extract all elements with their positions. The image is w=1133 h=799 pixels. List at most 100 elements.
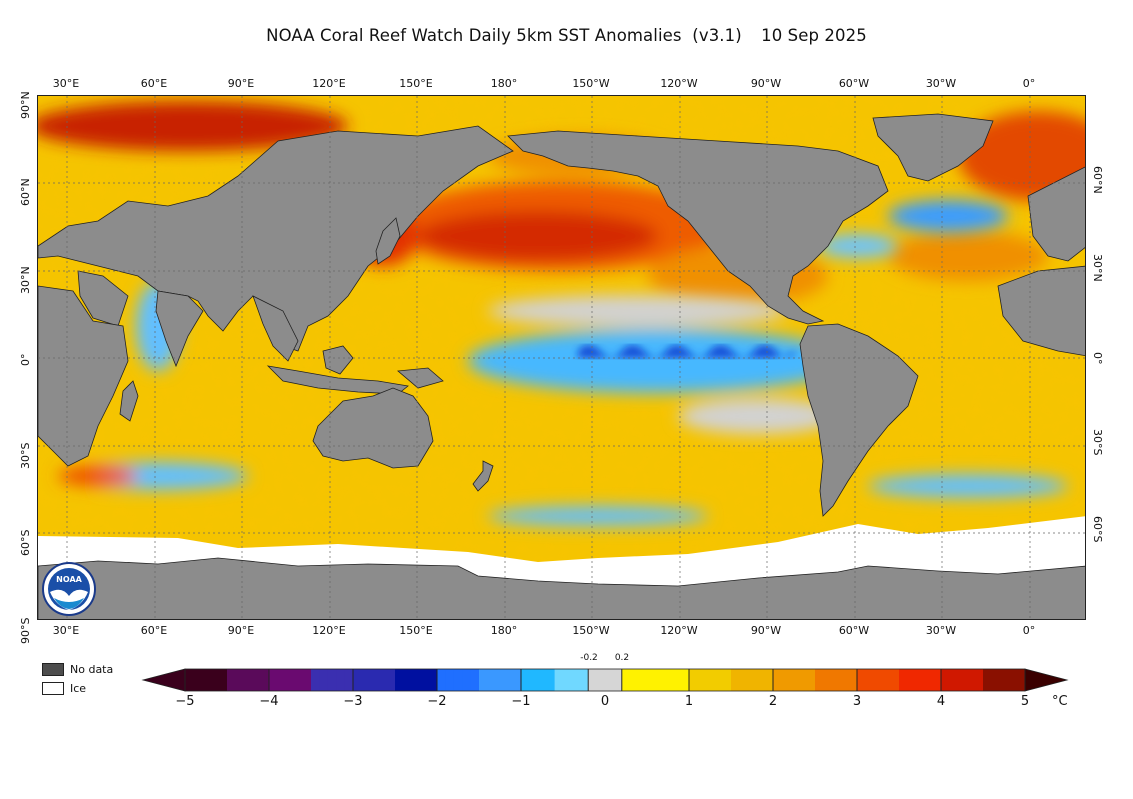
colorbar-segment — [327, 669, 337, 691]
warm-north-atlantic — [888, 231, 1048, 281]
colorbar-segment — [815, 669, 824, 691]
cool-equatorial-pacific — [468, 329, 848, 393]
colorbar-segment — [974, 669, 984, 691]
warm-arctic-east — [958, 111, 1085, 201]
colorbar-segment — [840, 669, 850, 691]
colorbar-segment — [949, 669, 959, 691]
colorbar-segment — [260, 669, 270, 691]
no-data-swatch — [42, 663, 64, 676]
colorbar-segment — [470, 669, 480, 691]
colorbar-segment — [630, 669, 640, 691]
colorbar-segment — [848, 669, 858, 691]
colorbar-segment — [411, 669, 421, 691]
legend-no-data: No data — [42, 663, 113, 676]
cool-south-atlantic — [868, 474, 1068, 498]
colorbar-segment — [311, 669, 320, 691]
colorbar-segment — [403, 669, 413, 691]
lon-label-top: 120°E — [312, 77, 346, 90]
colorbar-segment — [277, 669, 287, 691]
colorbar-segment — [294, 669, 304, 691]
colorbar-segment — [731, 669, 740, 691]
lon-label-top: 180° — [490, 77, 518, 90]
lon-label-top: 60°E — [140, 77, 168, 90]
colorbar-segment — [504, 669, 514, 691]
land-india — [155, 290, 204, 368]
lat-label-left: 90°N — [19, 91, 32, 119]
colorbar-segment — [378, 669, 388, 691]
colorbar-segment — [420, 669, 430, 691]
colorbar-segment — [395, 669, 404, 691]
lon-label-top: 150°W — [572, 77, 610, 90]
colorbar-segment — [764, 669, 774, 691]
lon-label-bottom: 180° — [490, 624, 518, 637]
colorbar-segment — [479, 669, 488, 691]
colorbar-tick-label: −1 — [511, 694, 531, 709]
lon-label-top: 120°W — [660, 77, 698, 90]
land-europe — [1027, 166, 1085, 262]
cool-north-atlantic — [888, 200, 1008, 232]
colorbar-segment — [588, 669, 598, 691]
colorbar-segment — [201, 669, 211, 691]
colorbar-segment — [621, 669, 631, 691]
land-australia — [312, 387, 434, 469]
colorbar-segment — [361, 669, 371, 691]
lon-label-bottom: 150°E — [399, 624, 433, 637]
colorbar-tick-label: 1 — [684, 694, 694, 709]
warm-south-indian — [58, 466, 138, 486]
colorbar-segment — [932, 669, 942, 691]
colorbar-segment — [663, 669, 673, 691]
lat-label-right: 60°N — [1091, 166, 1104, 194]
colorbar-segment — [269, 669, 278, 691]
colorbar-min-extend — [141, 668, 186, 692]
land-madagascar — [119, 380, 139, 422]
colorbar-segment — [857, 669, 866, 691]
warm-north-pacific-core — [418, 211, 658, 261]
colorbar-segment — [899, 669, 908, 691]
colorbar-segment — [756, 669, 766, 691]
colorbar-segment — [655, 669, 665, 691]
colorbar-unit: °C — [1052, 694, 1068, 709]
colorbar-segment — [714, 669, 724, 691]
colorbar-segment — [873, 669, 883, 691]
colorbar-segment — [571, 669, 581, 691]
lon-label-bottom: 30°E — [52, 624, 80, 637]
lat-label-right: 60°S — [1091, 516, 1104, 543]
lon-label-bottom: 120°E — [312, 624, 346, 637]
colorbar-segment — [789, 669, 799, 691]
colorbar-segment — [386, 669, 396, 691]
colorbar-segment — [781, 669, 791, 691]
land-north-america — [507, 130, 889, 325]
colorbar-segment — [453, 669, 463, 691]
cool-south-pacific — [678, 398, 838, 434]
warm-arctic-west — [38, 101, 348, 151]
title-product: NOAA Coral Reef Watch Daily 5km SST Anom… — [266, 26, 682, 45]
land-new-zealand — [472, 460, 494, 492]
lat-label-left: 90°S — [19, 617, 32, 644]
sst-anomaly-map — [37, 95, 1086, 620]
land-south-america — [799, 323, 919, 517]
equatorial-cold-tongue — [578, 345, 798, 358]
land-indonesia — [266, 365, 409, 395]
lon-label-top: 30°W — [925, 77, 957, 90]
lat-label-right: 30°N — [1091, 254, 1104, 282]
lon-label-bottom: 150°W — [572, 624, 610, 637]
legend-ice: Ice — [42, 682, 86, 695]
colorbar-segment — [773, 669, 782, 691]
colorbar-segment — [344, 669, 354, 691]
colorbar — [141, 668, 1069, 692]
land-greenland — [872, 113, 994, 182]
colorbar-segment — [605, 669, 614, 691]
ice-swatch — [42, 682, 64, 695]
colorbar-segment — [865, 669, 875, 691]
lat-label-left: 0° — [19, 353, 32, 367]
colorbar-segment — [218, 669, 228, 691]
colorbar-segment — [353, 669, 362, 691]
colorbar-tick-label: 0 — [600, 694, 610, 709]
land-africa — [38, 285, 129, 467]
colorbar-segment — [907, 669, 917, 691]
lat-label-left: 30°S — [19, 442, 32, 469]
lat-label-left: 60°N — [19, 178, 32, 206]
colorbar-segment — [185, 669, 194, 691]
colorbar-tick-label: −5 — [175, 694, 195, 709]
colorbar-segment — [529, 669, 539, 691]
